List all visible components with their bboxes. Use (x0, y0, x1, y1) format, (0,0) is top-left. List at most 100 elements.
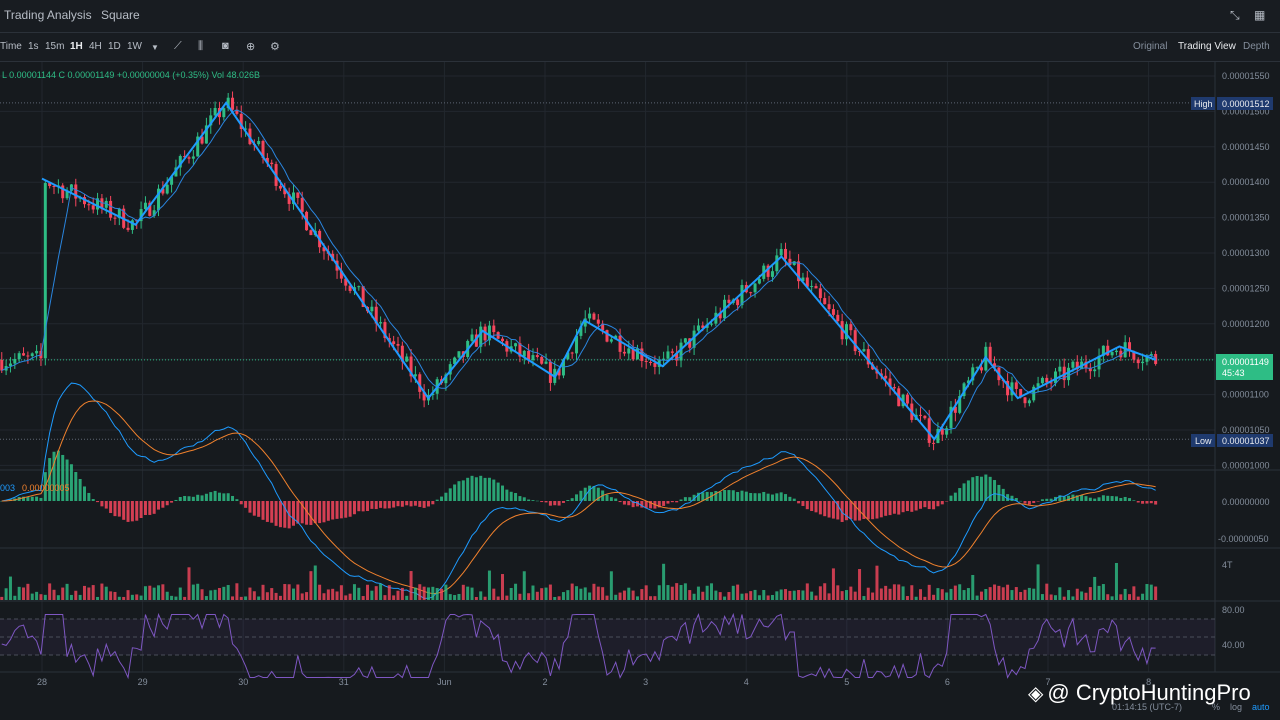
footer-auto[interactable]: auto (1252, 702, 1270, 712)
volume-bar (910, 585, 914, 600)
volume-bar (30, 593, 34, 600)
macd-histogram-bar (705, 491, 709, 501)
candle-body (1101, 345, 1105, 356)
timeframe-1w[interactable]: 1W (127, 41, 142, 52)
candle-body (953, 406, 957, 413)
volume-bar (592, 583, 596, 600)
candle-body (492, 325, 496, 333)
candle-body (518, 343, 522, 357)
volume-bar (997, 585, 1001, 600)
candle-body (1123, 342, 1127, 358)
ohlc-readout: L 0.00001144 C 0.00001149 +0.00000004 (+… (2, 70, 260, 80)
timeframe-15m[interactable]: 15m (45, 41, 65, 52)
zigzag (41, 101, 1156, 441)
macd-histogram-bar (662, 501, 666, 506)
volume-bar (823, 583, 827, 600)
macd-histogram-bar (39, 497, 43, 501)
candle-body (1084, 361, 1088, 368)
timeframe-4h[interactable]: 4H (89, 41, 102, 52)
price-chart[interactable]: 0.00001550 0.00001500 0.00001450 0.00001400… (0, 62, 1280, 702)
volume-bar (1080, 591, 1084, 600)
volume-bar (705, 585, 709, 600)
volume-bar (727, 592, 731, 600)
price-tick-label: 0.00001250 (1222, 283, 1270, 293)
volume-bar (374, 586, 378, 600)
macd-histogram-bar (531, 500, 535, 501)
candle-body (183, 156, 187, 158)
candle-body (244, 128, 248, 130)
add-icon[interactable]: ⊕ (246, 41, 256, 53)
macd-histogram-bar (622, 501, 626, 505)
macd-histogram-bar (988, 476, 992, 501)
macd-histogram-bar (757, 493, 761, 501)
macd-histogram-bar (635, 501, 639, 507)
candle-body (971, 367, 975, 381)
volume-bar (56, 595, 60, 600)
volume-bar (448, 594, 452, 600)
volume-bar (1001, 587, 1005, 600)
price-tick-label: 0.00001550 (1222, 71, 1270, 81)
volume-bar (858, 569, 862, 600)
volume-bar (379, 583, 383, 600)
low-value: 0.00001037 (1222, 436, 1270, 446)
camera-icon[interactable]: ◙ (222, 40, 229, 52)
timeframe-1h[interactable]: 1H (70, 41, 83, 52)
candle-type-icon[interactable]: ⫼ (198, 40, 204, 52)
candle-body (1128, 342, 1132, 352)
footer-percent[interactable]: % (1212, 702, 1221, 712)
view-depth[interactable]: Depth (1243, 41, 1270, 52)
tab-square[interactable]: Square (101, 8, 140, 22)
macd-histogram-bar (936, 501, 940, 507)
candle-body (309, 230, 313, 236)
candle-body (1006, 380, 1010, 396)
price-tick-label: 0.00001100 (1222, 390, 1269, 400)
chevron-down-icon[interactable]: ▼ (151, 43, 159, 52)
volume-bar (126, 590, 130, 600)
indicator-icon[interactable]: ⟋ (174, 40, 182, 52)
view-trading-view[interactable]: Trading View (1178, 41, 1236, 52)
shrink-icon[interactable]: ⤡ (1230, 8, 1240, 22)
volume-bar (1154, 586, 1158, 600)
candle-body (888, 378, 892, 388)
macd-histogram-bar (379, 501, 383, 508)
footer-log[interactable]: log (1230, 702, 1243, 712)
volume-bar (692, 593, 696, 600)
candle-body (479, 326, 483, 347)
volume-bar (596, 586, 600, 600)
timeframe-1d[interactable]: 1D (108, 41, 121, 52)
settings-icon[interactable]: ⚙ (270, 41, 280, 53)
macd-histogram-bar (217, 492, 221, 501)
volume-bar (649, 596, 653, 600)
volume-bar (731, 585, 735, 600)
macd-histogram-bar (831, 501, 835, 519)
candle-body (22, 353, 26, 356)
candle-body (109, 200, 113, 218)
candle-body (945, 428, 949, 435)
volume-bar (178, 587, 182, 600)
volume-bar (1132, 586, 1136, 600)
grid-icon[interactable]: ▦ (1254, 8, 1266, 22)
macd-histogram-bar (975, 476, 979, 501)
macd-histogram-bar (844, 501, 848, 521)
tab-trading-analysis[interactable]: Trading Analysis (4, 8, 92, 22)
candle-body (788, 258, 792, 265)
volume-bar (392, 595, 396, 600)
view-original[interactable]: Original (1133, 41, 1168, 52)
macd-histogram-bar (949, 495, 953, 501)
timeframe-time[interactable]: Time (0, 41, 22, 52)
macd-histogram-bar (1132, 500, 1136, 501)
macd-histogram-bar (818, 501, 822, 515)
macd-histogram-bar (544, 501, 548, 503)
candle-body (270, 162, 274, 165)
volume-bar (605, 595, 609, 600)
volume-bar (352, 584, 356, 600)
macd-histogram-bar (666, 501, 670, 504)
candle-body (487, 325, 491, 341)
macd-histogram-bar (222, 493, 226, 501)
candle-body (1062, 366, 1066, 381)
volume-bar (257, 596, 261, 600)
footer-time: 01:14:15 (UTC-7) (1112, 702, 1183, 712)
rsi-panel (0, 612, 1215, 680)
timeframe-1s[interactable]: 1s (28, 41, 39, 52)
candle-body (927, 418, 931, 443)
